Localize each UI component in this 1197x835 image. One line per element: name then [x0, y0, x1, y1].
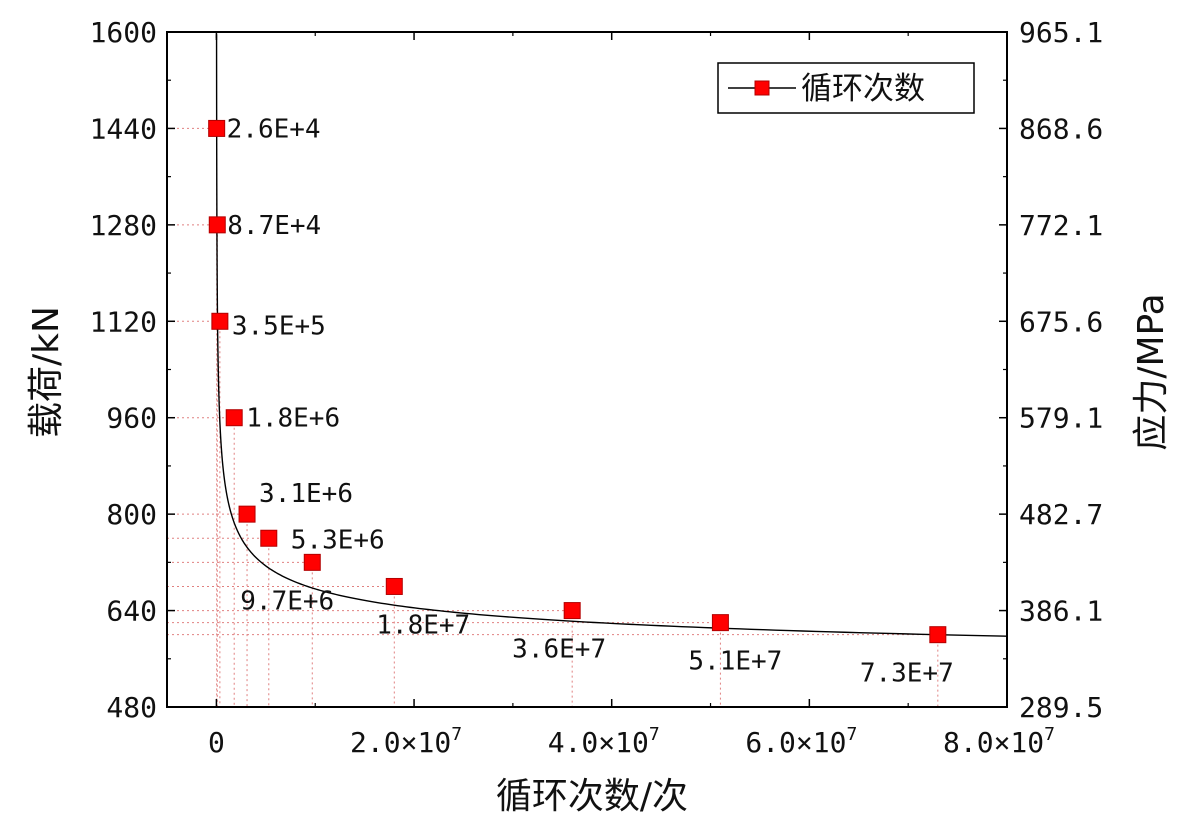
data-marker	[385, 577, 403, 595]
data-label: 7.3E+7	[860, 659, 954, 689]
y2-tick-label: 289.5	[1019, 691, 1103, 724]
x-tick-label-exponent: 7	[847, 724, 858, 745]
data-label: 2.6E+4	[227, 114, 321, 144]
data-marker	[225, 409, 243, 427]
legend-label: 循环次数	[801, 71, 925, 107]
data-label: 3.6E+7	[512, 635, 606, 665]
y2-tick-label: 579.1	[1019, 402, 1103, 435]
y-tick-label: 800	[106, 498, 157, 531]
data-marker	[211, 312, 229, 330]
data-marker	[303, 553, 321, 571]
x-tick-label: 8.0×107	[943, 724, 1055, 759]
legend: 循环次数	[717, 62, 975, 114]
y-tick-label: 640	[106, 595, 157, 628]
y2-tick-label: 772.1	[1019, 209, 1103, 242]
y2-axis-title: 应力/MPa	[1131, 293, 1172, 450]
y2-tick-label: 675.6	[1019, 305, 1103, 338]
data-label: 1.8E+6	[246, 404, 340, 434]
y2-tick-label: 386.1	[1019, 595, 1103, 628]
data-label: 5.1E+7	[688, 647, 782, 677]
x-tick-label-exponent: 7	[649, 724, 660, 745]
y-tick-label: 960	[106, 402, 157, 435]
y-tick-label: 1600	[90, 16, 157, 49]
data-marker	[563, 602, 581, 620]
y-tick-label: 1280	[90, 209, 157, 242]
data-marker	[208, 119, 226, 137]
y-tick-label: 1440	[90, 112, 157, 145]
y-tick-label: 480	[106, 691, 157, 724]
x-tick-label: 2.0×107	[350, 724, 462, 759]
data-marker	[238, 505, 256, 523]
y-tick-label: 1120	[90, 305, 157, 338]
y-axis-title: 载荷/kN	[26, 306, 67, 438]
y2-tick-label: 965.1	[1019, 16, 1103, 49]
legend-marker-square	[754, 80, 770, 96]
x-tick-label-base: 2.0×10	[350, 726, 451, 759]
data-label: 5.3E+6	[291, 525, 385, 555]
data-label: 3.1E+6	[259, 479, 353, 509]
data-label: 1.8E+7	[376, 610, 470, 640]
x-tick-label-base: 6.0×10	[745, 726, 846, 759]
data-label: 3.5E+5	[232, 311, 326, 341]
x-tick-label-base: 0	[208, 726, 225, 759]
x-tick-label: 6.0×107	[745, 724, 857, 759]
data-marker	[208, 216, 226, 234]
x-tick-label-exponent: 7	[1044, 724, 1055, 745]
y2-tick-label: 868.6	[1019, 112, 1103, 145]
data-label: 9.7E+6	[240, 586, 334, 616]
x-tick-label-base: 4.0×10	[548, 726, 649, 759]
data-marker	[260, 529, 278, 547]
x-tick-label: 0	[208, 726, 225, 759]
data-labels: 2.6E+4 8.7E+4 3.5E+5 1.8E+6 3.1E+6 5.3E+6 9.7E…	[227, 114, 954, 688]
x-tick-label-base: 8.0×10	[943, 726, 1044, 759]
x-tick-label: 4.0×107	[548, 724, 660, 759]
data-marker	[711, 614, 729, 632]
y2-tick-label: 482.7	[1019, 498, 1103, 531]
x-axis-title: 循环次数/次	[496, 776, 688, 817]
data-markers	[208, 119, 947, 644]
data-marker	[929, 626, 947, 644]
x-tick-label-exponent: 7	[451, 724, 462, 745]
data-label: 8.7E+4	[227, 211, 321, 241]
